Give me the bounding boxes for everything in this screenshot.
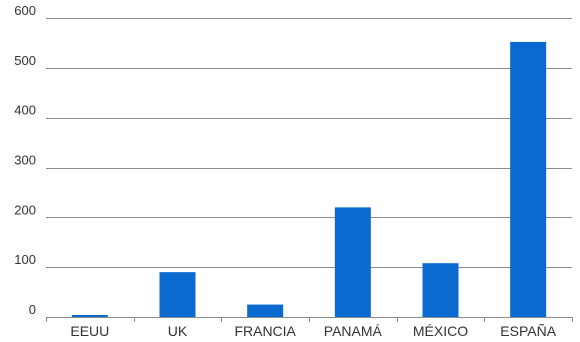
x-tick-label-panamá: PANAMÁ: [324, 323, 383, 339]
bar-panamá: [334, 207, 371, 317]
axes: [46, 317, 573, 322]
y-tick-label-200: 200: [14, 202, 36, 217]
x-tick-label-eeuu: EEUU: [70, 323, 109, 339]
gridlines: [46, 18, 572, 268]
y-tick-label-600: 600: [14, 3, 36, 18]
bar-españa: [510, 41, 547, 318]
y-tick-label-300: 300: [14, 153, 36, 168]
y-tick-label-500: 500: [14, 53, 36, 68]
y-tick-label-400: 400: [14, 103, 36, 118]
bar-francia: [247, 304, 284, 317]
x-tick-label-uk: UK: [168, 323, 188, 339]
bar-méxico: [422, 263, 459, 317]
bar-eeuu: [71, 315, 108, 317]
y-tick-label-0: 0: [29, 302, 36, 317]
x-tick-label-méxico: MÉXICO: [413, 323, 468, 339]
x-tick-label-francia: FRANCIA: [234, 323, 296, 339]
y-axis-tick-labels: 0 100 200 300 400 500 600: [14, 3, 36, 317]
x-axis-category-labels: EEUU UK FRANCIA PANAMÁ MÉXICO ESPAÑA: [70, 323, 556, 339]
y-tick-label-100: 100: [14, 252, 36, 267]
bar-uk: [159, 272, 196, 317]
x-tick-label-españa: ESPAÑA: [500, 323, 556, 339]
bars: [71, 41, 547, 318]
